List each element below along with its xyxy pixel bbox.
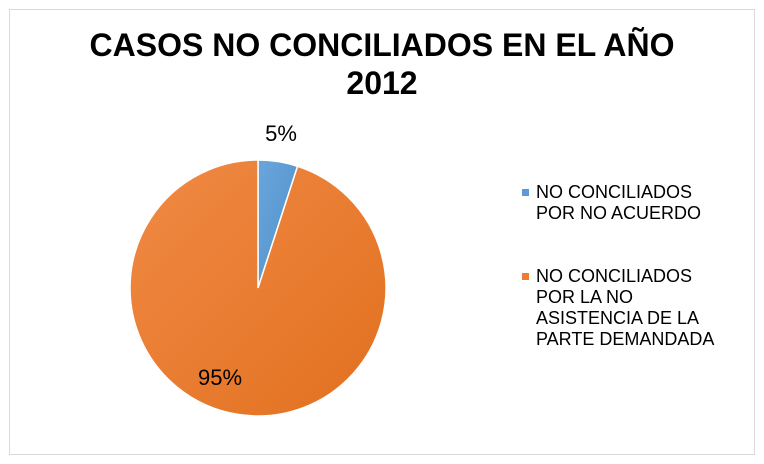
data-label: 95% xyxy=(198,365,242,390)
legend-label-line: POR LA NO xyxy=(536,287,634,307)
chart-title: CASOS NO CONCILIADOS EN EL AÑO 2012 xyxy=(0,26,764,102)
chart-title-line-2: 2012 xyxy=(346,65,418,101)
data-label: 5% xyxy=(265,121,297,146)
legend-label-line: PARTE DEMANDADA xyxy=(536,329,715,349)
legend-label-line: NO CONCILIADOS xyxy=(536,182,693,202)
pie-slice-no-asistencia xyxy=(129,159,387,417)
legend-swatch xyxy=(522,273,529,280)
legend-label-line: ASISTENCIA DE LA xyxy=(536,308,700,328)
legend-swatch xyxy=(522,189,529,196)
legend-label-line: NO CONCILIADOS xyxy=(536,266,693,286)
legend-label-line: POR NO ACUERDO xyxy=(536,203,702,223)
legend-item-no-asistencia: NO CONCILIADOS POR LA NO ASISTENCIA DE L… xyxy=(522,266,752,350)
legend: NO CONCILIADOS POR NO ACUERDO NO CONCILI… xyxy=(522,182,752,350)
chart-title-line-1: CASOS NO CONCILIADOS EN EL AÑO xyxy=(89,27,675,63)
chart-area xyxy=(9,9,755,455)
legend-item-no-acuerdo: NO CONCILIADOS POR NO ACUERDO xyxy=(522,182,752,224)
